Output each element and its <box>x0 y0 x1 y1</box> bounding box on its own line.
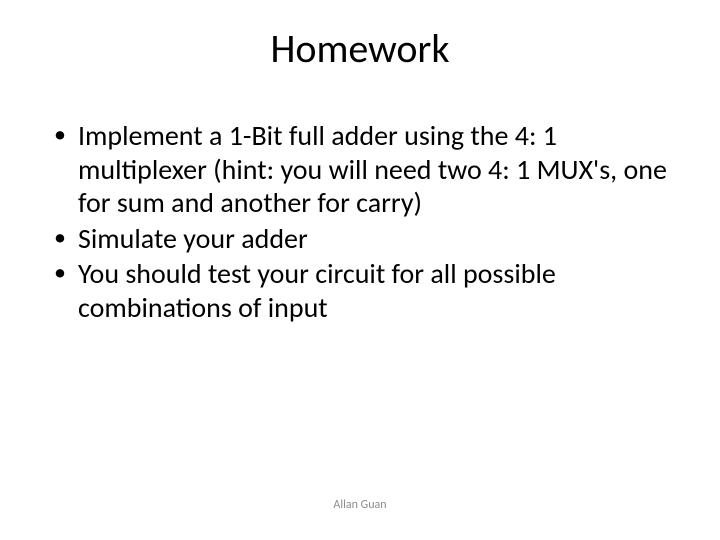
list-item: You should test your circuit for all pos… <box>50 257 670 324</box>
slide-body: Implement a 1-Bit full adder using the 4… <box>0 83 720 325</box>
slide-footer: Allan Guan <box>0 498 720 512</box>
list-item: Implement a 1-Bit full adder using the 4… <box>50 119 670 220</box>
slide: Homework Implement a 1-Bit full adder us… <box>0 0 720 540</box>
bullet-list: Implement a 1-Bit full adder using the 4… <box>50 119 670 325</box>
slide-title: Homework <box>0 0 720 83</box>
list-item: Simulate your adder <box>50 222 670 256</box>
